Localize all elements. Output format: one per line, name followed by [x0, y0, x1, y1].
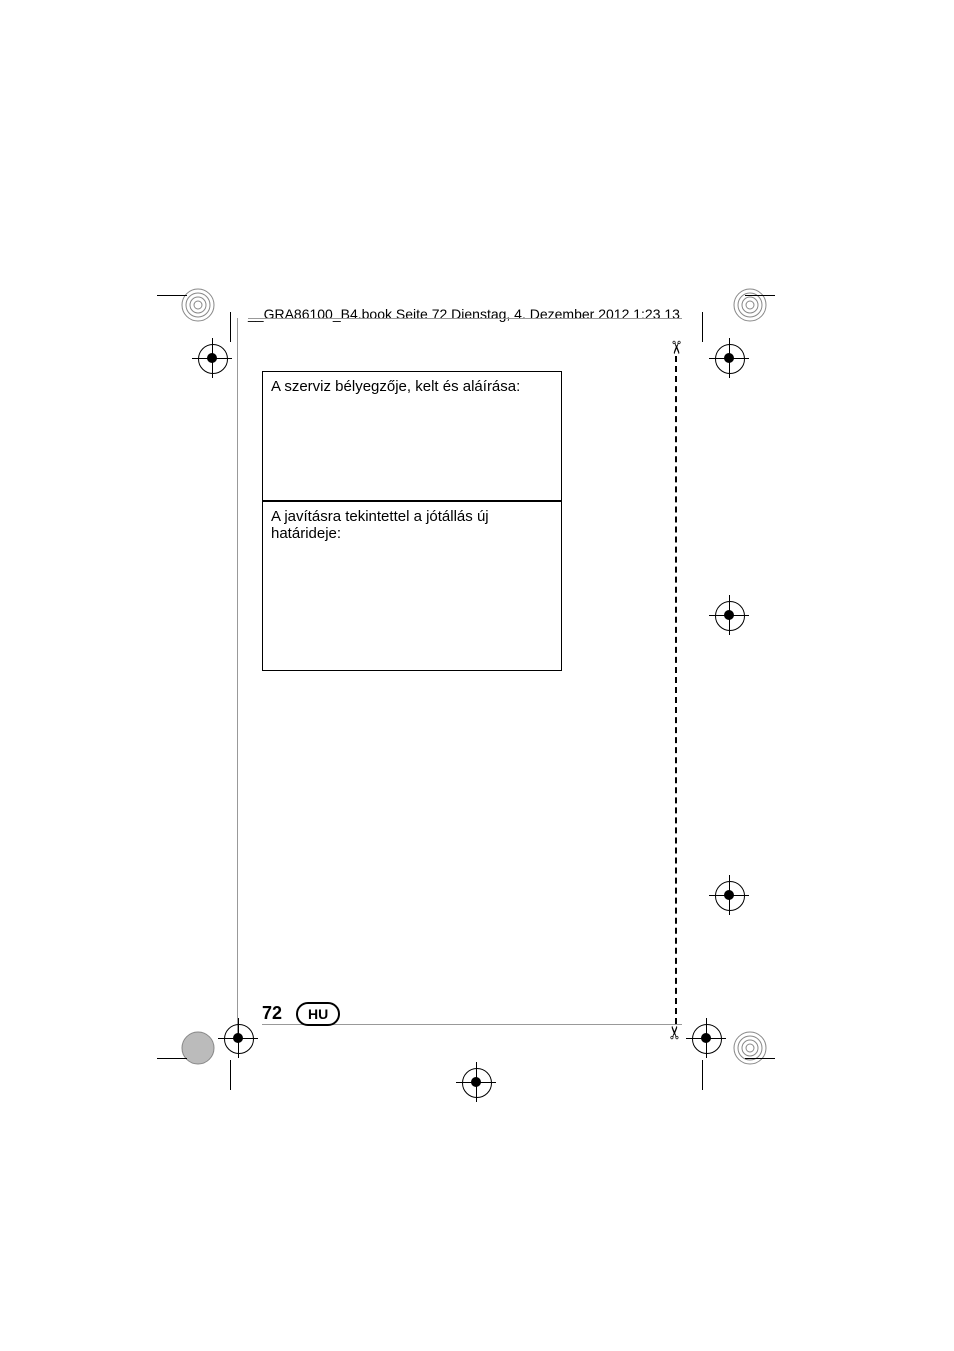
scissors-top-icon: ✂	[665, 340, 686, 355]
page-frame-top	[248, 318, 682, 319]
crop-mark	[157, 1058, 187, 1059]
reg-target-2	[715, 344, 743, 372]
warranty-deadline-box: A javításra tekintettel a jótállás új ha…	[262, 501, 562, 671]
service-stamp-label: A szerviz bélyegzője, kelt és aláírása:	[263, 372, 561, 401]
reg-circle-bottom-left	[181, 1031, 215, 1065]
crop-mark	[230, 312, 231, 342]
crop-mark	[702, 312, 703, 342]
reg-circle-top-right	[733, 288, 767, 322]
cut-line	[675, 356, 677, 1024]
reg-target-1	[198, 344, 226, 372]
reg-circle-top-left	[181, 288, 215, 322]
scissors-bottom-icon: ✂	[665, 1025, 686, 1040]
reg-target-3	[715, 601, 743, 629]
page-frame-left	[237, 318, 238, 1038]
country-badge: HU	[296, 1002, 340, 1026]
service-stamp-box: A szerviz bélyegzője, kelt és aláírása:	[262, 371, 562, 501]
reg-target-6	[692, 1024, 720, 1052]
reg-target-4	[715, 881, 743, 909]
reg-target-7	[462, 1068, 490, 1096]
crop-mark	[745, 1058, 775, 1059]
reg-circle-bottom-right	[733, 1031, 767, 1065]
crop-mark	[230, 1060, 231, 1090]
crop-mark	[702, 1060, 703, 1090]
reg-target-5	[224, 1024, 252, 1052]
crop-mark	[745, 295, 775, 296]
header-text: __GRA86100_B4.book Seite 72 Dienstag, 4.…	[248, 306, 680, 322]
page-number: 72	[262, 1003, 282, 1024]
crop-mark	[157, 295, 187, 296]
warranty-deadline-label: A javításra tekintettel a jótállás új ha…	[263, 502, 561, 548]
